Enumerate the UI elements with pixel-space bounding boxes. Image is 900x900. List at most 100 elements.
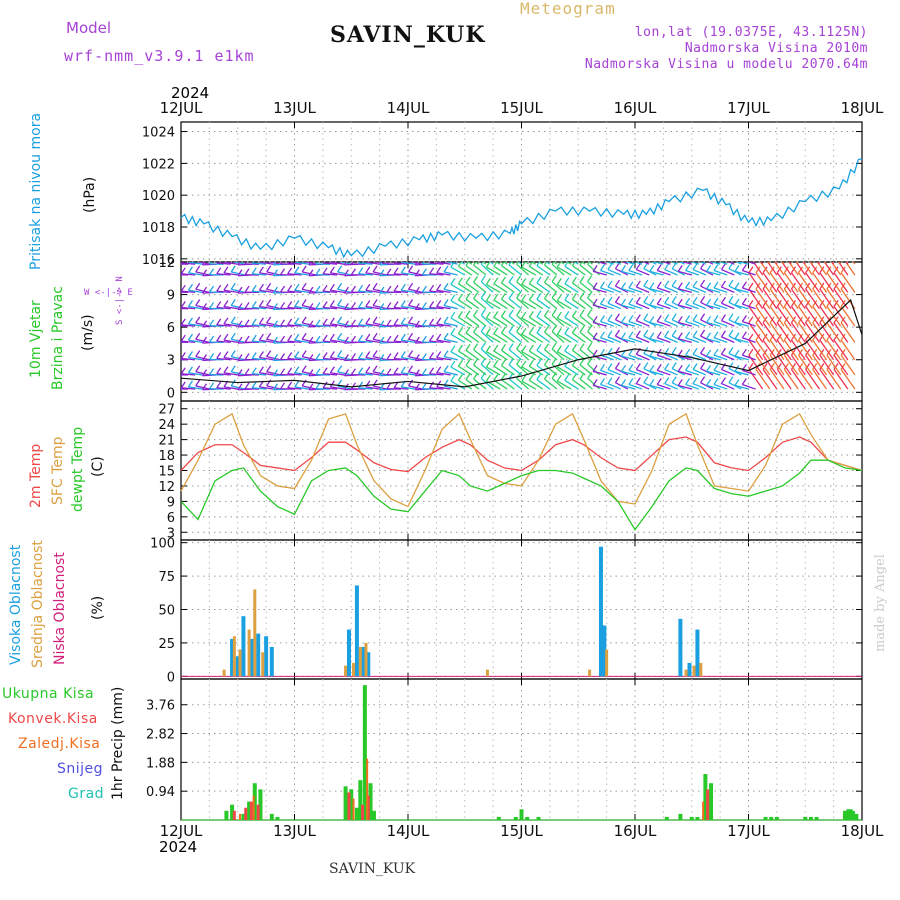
wind-barb — [480, 297, 494, 310]
wind-barb-feather — [734, 349, 740, 357]
wind-barb — [636, 353, 650, 361]
wind-barb-feather — [251, 367, 257, 375]
xtick-label-top: 12JUL — [160, 99, 203, 117]
wind-barb — [443, 371, 458, 376]
wind-barb-feather — [485, 311, 491, 319]
wind-barb-feather — [536, 262, 541, 266]
wind-barb — [805, 369, 820, 390]
wind-barb — [508, 331, 522, 343]
wind-barb-feather — [386, 353, 392, 360]
wind-barb-feather — [237, 369, 243, 377]
wind-barb — [664, 353, 678, 361]
cloud-bar-0 — [230, 638, 235, 677]
wind-barb-feather — [230, 332, 236, 340]
wind-barb — [657, 383, 671, 390]
wind-barb — [536, 379, 551, 390]
wind-barb-feather — [237, 269, 243, 277]
wind-barb — [521, 266, 537, 276]
wind-barb-feather — [700, 347, 706, 354]
wind-barb-feather — [656, 315, 662, 322]
wind-barb — [628, 303, 643, 310]
wind-barb-feather — [209, 368, 215, 376]
wind-barb — [649, 321, 664, 327]
wind-barb — [762, 339, 778, 361]
wind-barb-feather — [755, 266, 761, 274]
wind-barb-feather — [700, 313, 706, 321]
wind-barb-feather — [436, 317, 442, 325]
wind-barb-feather — [692, 377, 698, 384]
wind-barb — [530, 262, 537, 265]
wind-barb — [223, 386, 238, 390]
wind-barb-feather — [748, 266, 754, 274]
wind-barb-feather — [315, 285, 321, 293]
wind-barb-feather — [294, 380, 300, 388]
wind-barb — [223, 339, 238, 344]
precip-bar-0 — [848, 809, 853, 820]
wind-barb — [493, 316, 508, 327]
wind-barb — [812, 369, 828, 390]
precip-ytick-label: 0.94 — [146, 785, 175, 800]
wind-barb-feather — [393, 284, 399, 292]
wind-barb — [781, 262, 792, 276]
wind-barb-feather — [784, 239, 788, 245]
wind-barb-feather — [720, 363, 726, 370]
wind-barb — [216, 290, 231, 294]
wind-barb-feather — [516, 262, 520, 265]
cloud-bar-0 — [264, 636, 269, 677]
wind-barb-feather — [450, 294, 456, 302]
precip-bar-0 — [368, 783, 373, 820]
wind-barb-feather — [599, 348, 606, 356]
wind-barb — [372, 371, 387, 376]
wind-barb — [443, 304, 458, 310]
wind-barb — [188, 339, 203, 344]
wind-barb-feather — [272, 286, 278, 294]
wind-barb-feather — [181, 334, 186, 342]
wind-barb-feather — [266, 282, 272, 290]
wind-barb-feather — [251, 381, 257, 389]
xtick-label-bottom: 18JUL — [841, 822, 884, 840]
wind-barb — [706, 384, 721, 390]
wind-barb — [521, 283, 537, 293]
wind-barb — [436, 356, 451, 361]
wind-barb-feather — [301, 379, 307, 387]
wind-barb — [266, 338, 281, 343]
wind-barb-feather — [692, 263, 698, 270]
wind-barb-feather — [713, 331, 719, 339]
wind-barb-feather — [209, 285, 215, 293]
wind-barb — [556, 380, 572, 390]
wind-barb-feather — [267, 255, 271, 261]
wind-barb-feather — [386, 368, 392, 376]
wind-barb-feather — [329, 283, 335, 291]
wind-barb-feather — [343, 320, 349, 328]
wind-barb — [809, 262, 820, 276]
wind-barb-feather — [776, 266, 782, 274]
wind-barb-feather — [258, 366, 264, 374]
wind-barb-feather — [776, 300, 782, 307]
wind-barb — [553, 262, 558, 265]
temp-ytick-label: 24 — [158, 418, 175, 433]
wind-barb — [443, 322, 458, 327]
wind-barb — [486, 300, 501, 310]
wind-barb-feather — [322, 352, 328, 359]
wind-barb-feather — [820, 239, 824, 245]
wind-barb-feather — [294, 333, 300, 341]
wind-barb — [252, 373, 267, 376]
wind-barb-feather — [840, 333, 846, 341]
wind-barb-feather — [308, 383, 314, 391]
wind-barb-feather — [551, 262, 555, 265]
wind-barb-feather — [195, 350, 201, 357]
wind-barb-feather — [287, 284, 293, 292]
wind-ytick-label: 0 — [167, 386, 175, 401]
wind-barb — [486, 351, 501, 361]
wind-barb — [762, 288, 778, 310]
wind-barb — [436, 372, 451, 376]
wind-barb-feather — [485, 360, 491, 368]
wind-barb — [572, 265, 586, 276]
wind-barb-feather — [428, 367, 435, 375]
wind-barb — [294, 323, 309, 327]
wind-barb — [516, 363, 530, 376]
wind-barb-feather — [607, 363, 613, 370]
wind-barb — [769, 306, 785, 327]
wind-barb-feather — [592, 265, 598, 272]
wind-barb-feather — [251, 318, 257, 326]
